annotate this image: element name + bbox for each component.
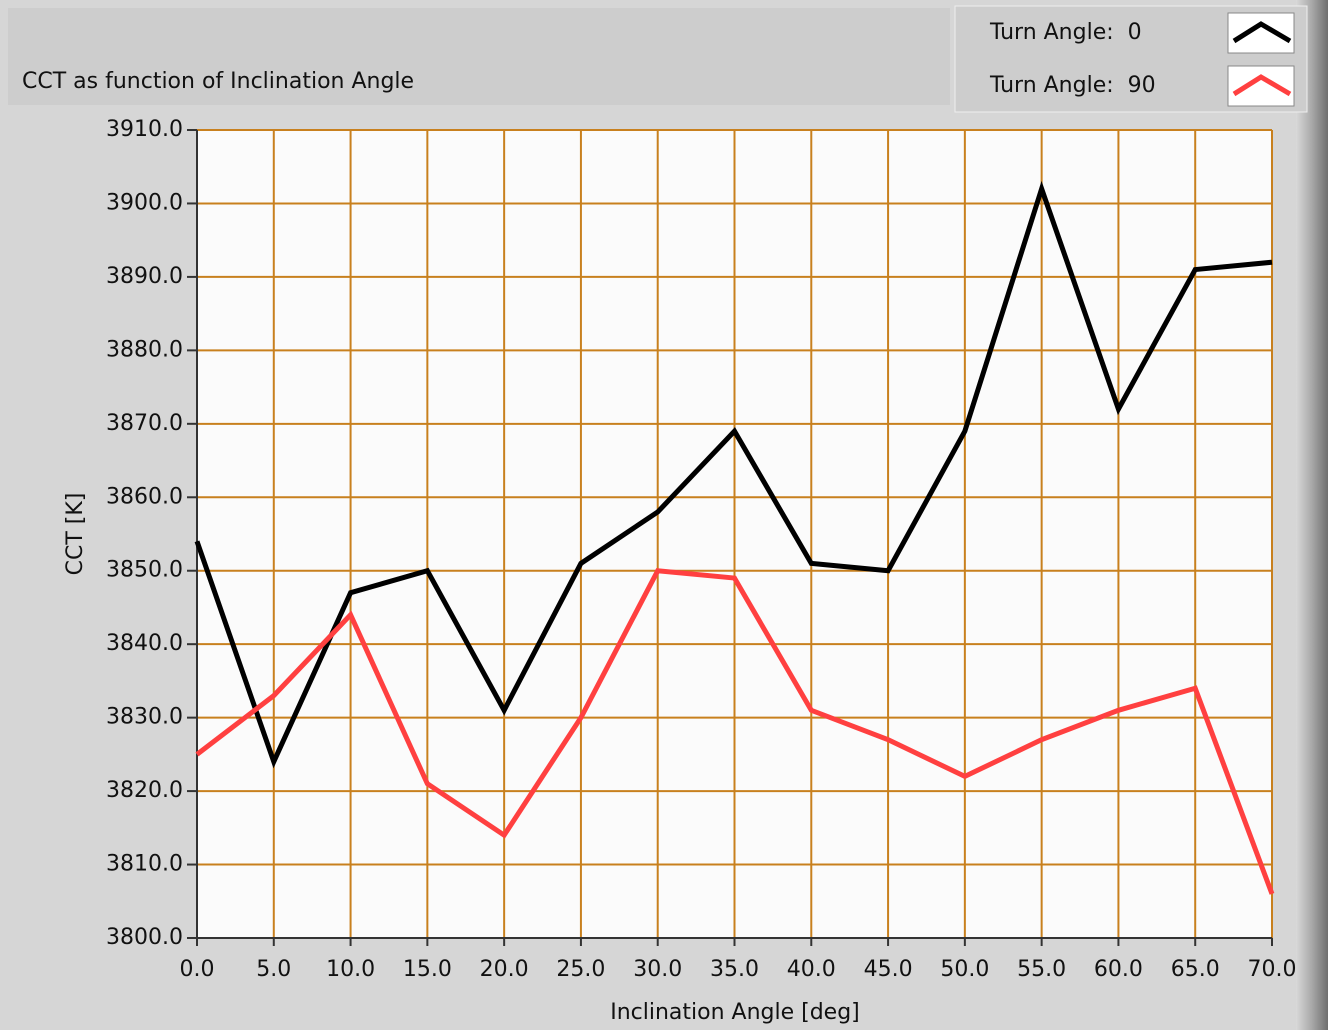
- y-tick-label: 3860.0: [106, 484, 183, 509]
- x-tick-label: 55.0: [1017, 957, 1066, 982]
- x-tick-label: 20.0: [480, 957, 529, 982]
- frame-edge: [1296, 0, 1328, 1030]
- x-tick-label: 0.0: [180, 957, 215, 982]
- x-tick-label: 30.0: [633, 957, 682, 982]
- y-tick-label: 3840.0: [106, 631, 183, 656]
- x-tick-label: 40.0: [787, 957, 836, 982]
- x-tick-label: 5.0: [256, 957, 291, 982]
- chart-title: CCT as function of Inclination Angle: [22, 69, 414, 94]
- y-axis-label: CCT [K]: [63, 493, 88, 576]
- y-tick-label: 3800.0: [106, 925, 183, 950]
- y-tick-label: 3880.0: [106, 337, 183, 362]
- x-tick-label: 50.0: [940, 957, 989, 982]
- y-tick-label: 3900.0: [106, 190, 183, 215]
- x-tick-label: 70.0: [1248, 957, 1297, 982]
- y-tick-label: 3890.0: [106, 264, 183, 289]
- y-tick-label: 3910.0: [106, 117, 183, 142]
- x-tick-label: 10.0: [326, 957, 375, 982]
- legend-label: Turn Angle: 90: [989, 73, 1156, 98]
- legend-swatch-box: [1227, 65, 1295, 107]
- y-tick-label: 3820.0: [106, 778, 183, 803]
- y-tick-label: 3870.0: [106, 411, 183, 436]
- legend-label: Turn Angle: 0: [989, 20, 1142, 45]
- series-line: [194, 180, 1273, 769]
- x-tick-label: 60.0: [1094, 957, 1143, 982]
- x-tick-label: 45.0: [864, 957, 913, 982]
- legend-swatch-box: [1227, 12, 1295, 54]
- title-bar: [8, 8, 950, 105]
- x-tick-label: 35.0: [710, 957, 759, 982]
- y-tick-label: 3810.0: [106, 852, 183, 877]
- y-tick-label: 3830.0: [106, 705, 183, 730]
- x-tick-label: 15.0: [403, 957, 452, 982]
- y-tick-label: 3850.0: [106, 558, 183, 583]
- legend-swatch: [1232, 74, 1292, 97]
- legend-swatch: [1232, 21, 1292, 44]
- x-tick-label: 65.0: [1171, 957, 1220, 982]
- series-line: [195, 568, 1275, 895]
- x-tick-label: 25.0: [556, 957, 605, 982]
- x-axis-label: Inclination Angle [deg]: [610, 1000, 860, 1025]
